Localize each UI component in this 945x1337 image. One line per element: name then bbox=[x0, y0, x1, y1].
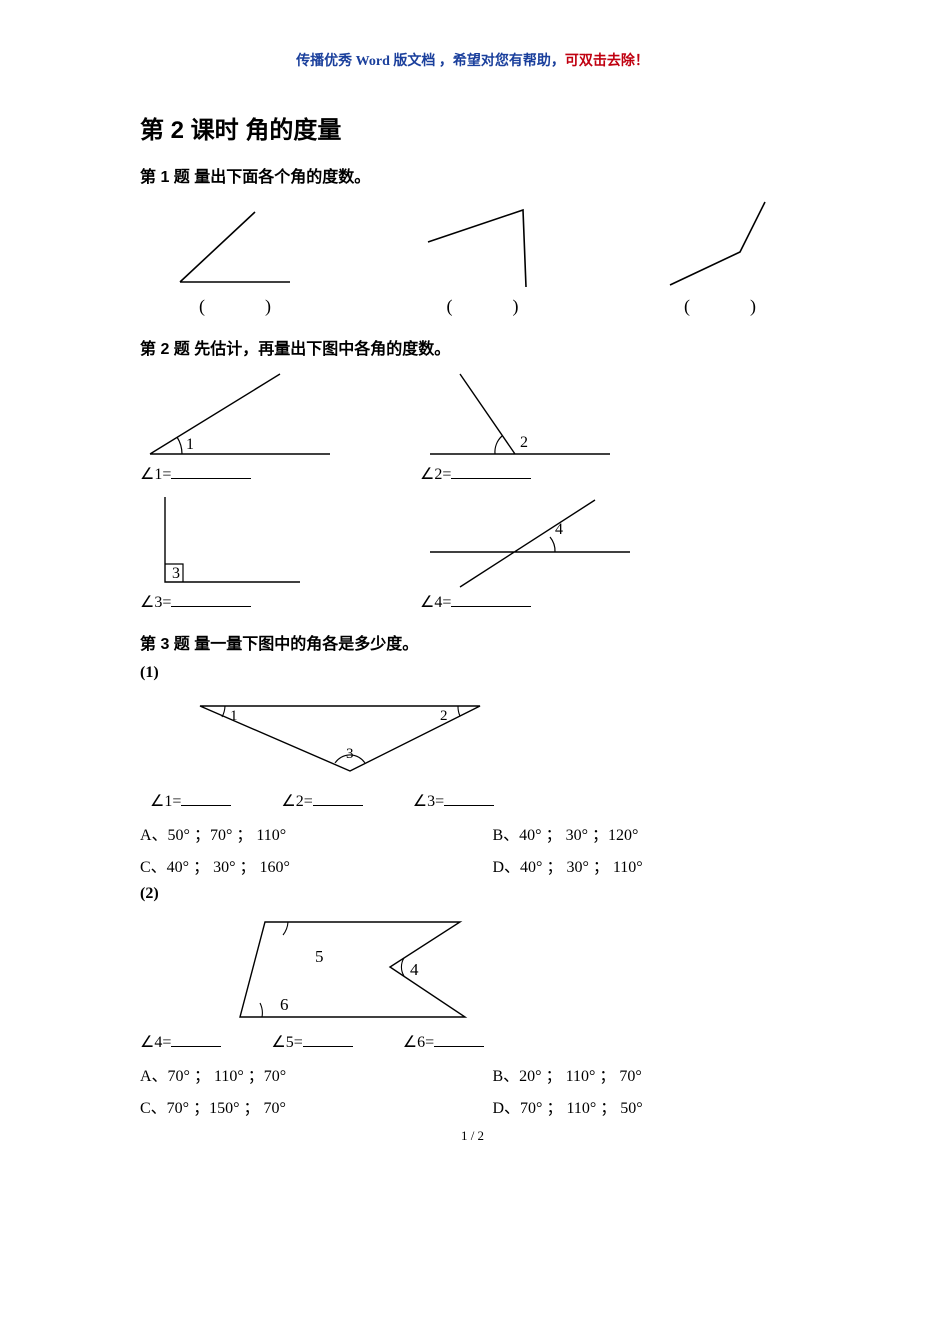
blank bbox=[171, 1032, 221, 1047]
svg-text:4: 4 bbox=[410, 960, 419, 979]
header-note-blue: 传播优秀 Word 版文档 ，希望对您有帮助， bbox=[296, 54, 565, 69]
q2-row-2: 3 ∠3= 4 ∠4= bbox=[140, 492, 805, 612]
blank bbox=[313, 791, 363, 806]
q3-a1: ∠1= bbox=[150, 791, 231, 811]
q3-ans-row1: ∠1= ∠2= ∠3= bbox=[150, 791, 805, 811]
q3-a5: ∠5= bbox=[271, 1032, 352, 1052]
q3-choices-2: A、70° ； 110° ；70° B、20° ； 110° ； 70° C、7… bbox=[140, 1062, 805, 1118]
blank bbox=[171, 592, 251, 607]
choice-D: D、40° ； 30° ； 110° bbox=[493, 853, 806, 877]
svg-text:6: 6 bbox=[280, 995, 289, 1014]
q2-ans4-label: ∠4= bbox=[420, 594, 451, 611]
q1-fig-2: () bbox=[408, 202, 558, 317]
angle-acute-icon bbox=[160, 202, 310, 292]
q2-ans-4: ∠4= bbox=[420, 592, 640, 612]
angle1-icon: 1 bbox=[140, 369, 340, 464]
q1-blank-2: () bbox=[447, 296, 519, 317]
header-note: 传播优秀 Word 版文档 ，希望对您有帮助，可双击去除！ bbox=[140, 50, 805, 70]
blank bbox=[181, 791, 231, 806]
q2-ans-3: ∠3= bbox=[140, 592, 340, 612]
svg-text:4: 4 bbox=[555, 521, 563, 538]
choice-D: D、70° ； 110° ； 50° bbox=[493, 1094, 806, 1118]
blank bbox=[444, 791, 494, 806]
svg-text:1: 1 bbox=[186, 436, 194, 453]
q2-fig-1: 1 ∠1= bbox=[140, 369, 340, 484]
q3-sub1: (1) bbox=[140, 664, 805, 682]
q3-stem: 第 3 题 量一量下图中的角各是多少度。 bbox=[140, 630, 805, 654]
angle-vshape-icon bbox=[408, 202, 558, 292]
page-number: 1 / 2 bbox=[140, 1128, 805, 1144]
q1-fig-1: () bbox=[160, 202, 310, 317]
q2-ans1-label: ∠1= bbox=[140, 466, 171, 483]
angle2-icon: 2 bbox=[420, 369, 620, 464]
svg-text:2: 2 bbox=[440, 708, 448, 724]
choice-B: B、20° ； 110° ； 70° bbox=[493, 1062, 806, 1086]
q1-fig-3: () bbox=[655, 197, 785, 317]
blank bbox=[451, 592, 531, 607]
q2-fig-3: 3 ∠3= bbox=[140, 492, 340, 612]
q3-sub2: (2) bbox=[140, 885, 805, 903]
blank bbox=[171, 464, 251, 479]
q2-stem: 第 2 题 先估计，再量出下图中各角的度数。 bbox=[140, 335, 805, 359]
q1-figures: () () () bbox=[140, 197, 805, 317]
svg-text:3: 3 bbox=[172, 565, 180, 582]
angle4-icon: 4 bbox=[420, 492, 640, 592]
q2-ans-2: ∠2= bbox=[420, 464, 620, 484]
q2-row-1: 1 ∠1= 2 ∠2= bbox=[140, 369, 805, 484]
blank bbox=[303, 1032, 353, 1047]
choice-C: C、70° ；150° ； 70° bbox=[140, 1094, 453, 1118]
q3-a2: ∠2= bbox=[281, 791, 362, 811]
blank bbox=[451, 464, 531, 479]
q1-blank-1: () bbox=[199, 296, 271, 317]
lesson-title: 第 2 课时 角的度量 bbox=[140, 110, 805, 145]
choice-B: B、40° ； 30° ；120° bbox=[493, 821, 806, 845]
q3-fig-1: 1 2 3 bbox=[180, 686, 805, 791]
q2-fig-4: 4 ∠4= bbox=[420, 492, 640, 612]
blank bbox=[434, 1032, 484, 1047]
q3-choices-1: A、50° ；70° ； 110° B、40° ； 30° ；120° C、40… bbox=[140, 821, 805, 877]
svg-text:5: 5 bbox=[315, 947, 324, 966]
q2-ans2-label: ∠2= bbox=[420, 466, 451, 483]
q3-a4: ∠4= bbox=[140, 1032, 221, 1052]
page: 传播优秀 Word 版文档 ，希望对您有帮助，可双击去除！ 第 2 课时 角的度… bbox=[0, 0, 945, 1164]
q2-ans-1: ∠1= bbox=[140, 464, 340, 484]
concave-quad-icon: 5 4 6 bbox=[220, 907, 500, 1032]
q3-ans-row2: ∠4= ∠5= ∠6= bbox=[140, 1032, 805, 1052]
q3-a3: ∠3= bbox=[413, 791, 494, 811]
svg-text:2: 2 bbox=[520, 434, 528, 451]
choice-A: A、70° ； 110° ；70° bbox=[140, 1062, 453, 1086]
choice-A: A、50° ；70° ； 110° bbox=[140, 821, 453, 845]
q3-a6: ∠6= bbox=[403, 1032, 484, 1052]
angle-obtuse-icon bbox=[655, 197, 785, 292]
q3-fig-2: 5 4 6 bbox=[220, 907, 805, 1032]
q2-ans3-label: ∠3= bbox=[140, 594, 171, 611]
angle3-icon: 3 bbox=[140, 492, 340, 592]
q1-blank-3: () bbox=[684, 296, 756, 317]
svg-text:1: 1 bbox=[230, 708, 238, 724]
q2-fig-2: 2 ∠2= bbox=[420, 369, 620, 484]
svg-text:3: 3 bbox=[346, 746, 354, 762]
q1-stem: 第 1 题 量出下面各个角的度数。 bbox=[140, 163, 805, 187]
choice-C: C、40° ； 30° ； 160° bbox=[140, 853, 453, 877]
triangle-angles-icon: 1 2 3 bbox=[180, 686, 510, 791]
header-note-red: 可双击去除！ bbox=[565, 54, 649, 69]
